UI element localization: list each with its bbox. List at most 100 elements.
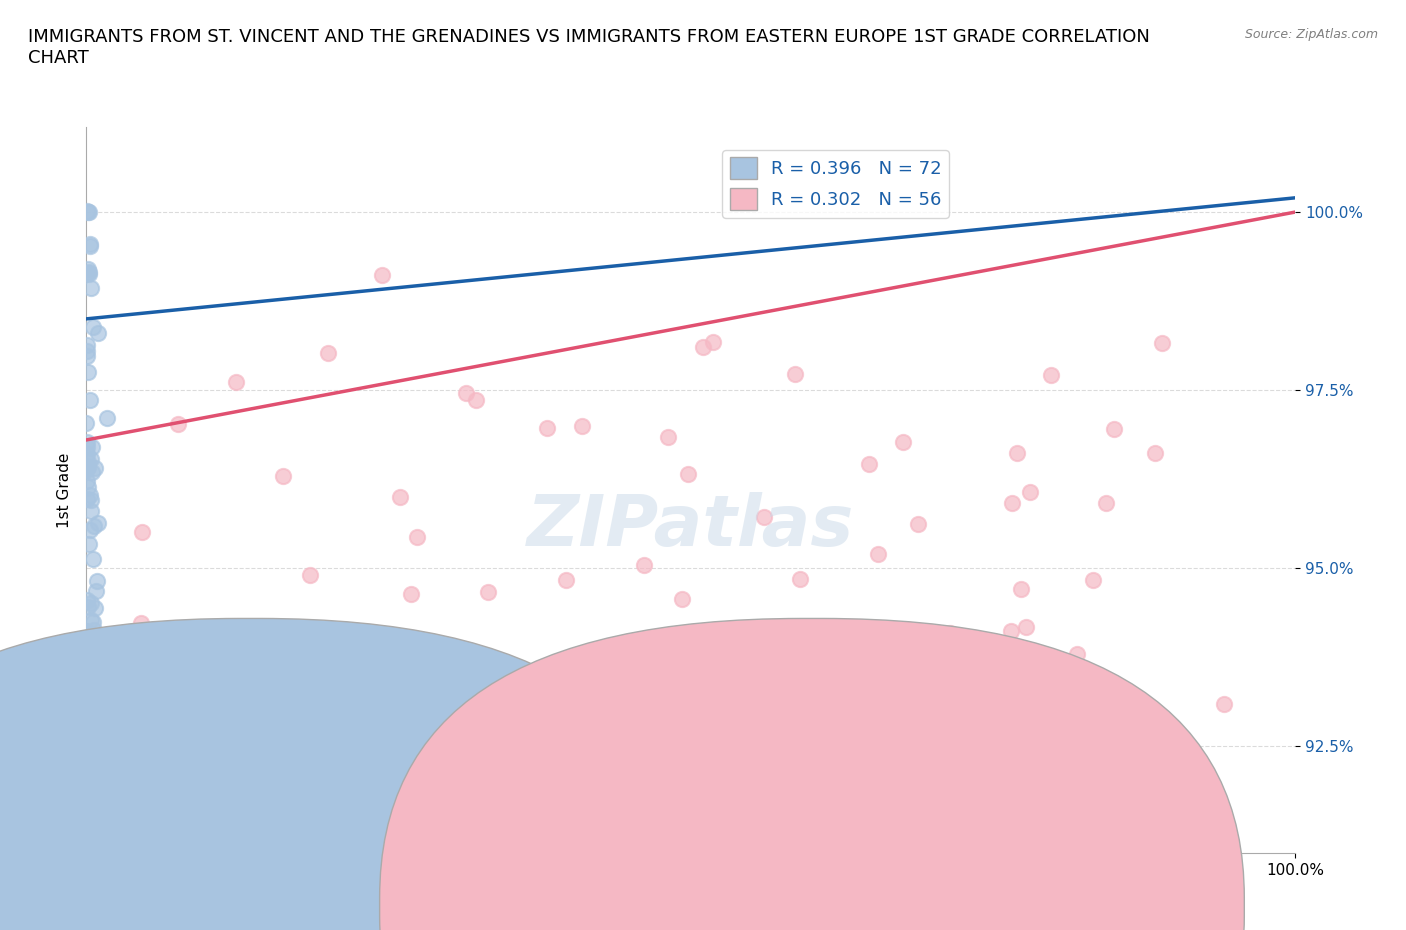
Point xyxy=(75,462,97,477)
Point xyxy=(80,595,103,610)
Text: Immigrants from Eastern Europe: Immigrants from Eastern Europe xyxy=(898,897,1126,911)
Point xyxy=(1094,496,1116,511)
Point xyxy=(389,489,412,504)
Point xyxy=(75,624,97,639)
Point xyxy=(555,572,578,587)
Point xyxy=(1005,445,1028,460)
Point xyxy=(83,711,105,726)
Point xyxy=(82,615,104,630)
Point xyxy=(82,551,104,566)
Point xyxy=(79,770,101,785)
Point xyxy=(82,319,104,334)
Point xyxy=(752,510,775,525)
Point xyxy=(76,337,98,352)
Point xyxy=(77,600,100,615)
Point xyxy=(79,794,101,809)
Point xyxy=(96,410,118,425)
Point xyxy=(75,416,97,431)
Point xyxy=(1015,619,1038,634)
Point xyxy=(79,281,101,296)
Point xyxy=(86,326,108,340)
Point xyxy=(83,656,105,671)
Point xyxy=(80,503,103,518)
Point xyxy=(464,392,486,407)
Point xyxy=(82,629,104,644)
Point xyxy=(405,530,427,545)
Point xyxy=(671,591,693,606)
Point xyxy=(370,268,392,283)
Point xyxy=(79,670,101,684)
Point xyxy=(77,205,100,219)
Point xyxy=(79,392,101,407)
Point xyxy=(783,367,806,382)
Point xyxy=(278,749,301,764)
Point xyxy=(84,601,107,616)
Point xyxy=(1212,697,1234,711)
Point xyxy=(657,430,679,445)
Point xyxy=(1143,445,1166,460)
Point xyxy=(79,265,101,280)
Point xyxy=(82,464,104,479)
Text: Immigrants from St. Vincent and the Grenadines: Immigrants from St. Vincent and the Gren… xyxy=(323,897,661,911)
Point xyxy=(76,435,98,450)
Point xyxy=(702,335,724,350)
Point xyxy=(891,434,914,449)
Point xyxy=(273,469,295,484)
Point xyxy=(1018,485,1040,500)
Point xyxy=(1104,421,1126,436)
Point xyxy=(167,417,190,432)
Point xyxy=(76,592,98,607)
Point xyxy=(83,519,105,534)
Point xyxy=(77,480,100,495)
Point xyxy=(1039,368,1062,383)
Point xyxy=(90,647,112,662)
Point xyxy=(76,266,98,281)
Point xyxy=(80,440,103,455)
Point xyxy=(76,439,98,454)
Point xyxy=(1001,496,1024,511)
Point xyxy=(83,622,105,637)
Point xyxy=(76,492,98,507)
Point xyxy=(75,458,97,473)
Y-axis label: 1st Grade: 1st Grade xyxy=(58,452,72,527)
Point xyxy=(87,515,110,530)
Point xyxy=(907,517,929,532)
Point xyxy=(79,239,101,254)
Point xyxy=(77,719,100,734)
Text: Source: ZipAtlas.com: Source: ZipAtlas.com xyxy=(1244,28,1378,41)
Point xyxy=(82,699,104,714)
Point xyxy=(76,204,98,219)
Point xyxy=(1053,845,1076,860)
Point xyxy=(76,801,98,816)
Point xyxy=(131,525,153,539)
Point xyxy=(79,488,101,503)
Point xyxy=(76,261,98,276)
Point xyxy=(977,642,1000,657)
Point xyxy=(76,778,98,793)
Point xyxy=(77,455,100,470)
Point xyxy=(76,349,98,364)
Point xyxy=(692,339,714,354)
Point xyxy=(789,572,811,587)
Point xyxy=(77,365,100,379)
Point xyxy=(830,640,852,655)
Point xyxy=(536,420,558,435)
Point xyxy=(76,787,98,802)
Point xyxy=(858,457,880,472)
Point xyxy=(129,616,152,631)
Point xyxy=(75,624,97,639)
Point xyxy=(796,753,818,768)
Point xyxy=(77,674,100,689)
Point xyxy=(1066,646,1088,661)
Point xyxy=(866,547,889,562)
Point xyxy=(86,574,108,589)
Text: IMMIGRANTS FROM ST. VINCENT AND THE GRENADINES VS IMMIGRANTS FROM EASTERN EUROPE: IMMIGRANTS FROM ST. VINCENT AND THE GREN… xyxy=(28,28,1150,67)
Point xyxy=(1081,573,1104,588)
Point xyxy=(76,474,98,489)
Point xyxy=(399,587,422,602)
Point xyxy=(79,236,101,251)
Point xyxy=(86,584,108,599)
Point xyxy=(79,522,101,537)
Point xyxy=(77,780,100,795)
Point xyxy=(835,643,858,658)
